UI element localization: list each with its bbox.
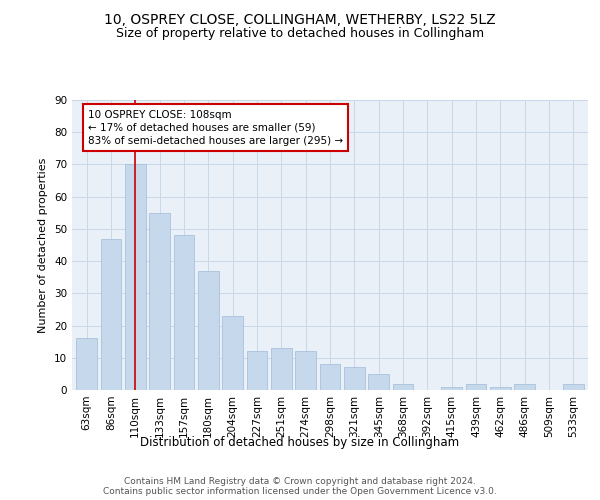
Bar xyxy=(490,387,511,390)
Text: Contains HM Land Registry data © Crown copyright and database right 2024.: Contains HM Land Registry data © Crown c… xyxy=(124,476,476,486)
Bar xyxy=(514,384,535,390)
Bar xyxy=(442,387,462,390)
Bar xyxy=(247,352,268,390)
Y-axis label: Number of detached properties: Number of detached properties xyxy=(38,158,49,332)
Text: 10, OSPREY CLOSE, COLLINGHAM, WETHERBY, LS22 5LZ: 10, OSPREY CLOSE, COLLINGHAM, WETHERBY, … xyxy=(104,12,496,26)
Bar xyxy=(149,213,170,390)
Bar xyxy=(76,338,97,390)
Text: Contains public sector information licensed under the Open Government Licence v3: Contains public sector information licen… xyxy=(103,486,497,496)
Bar xyxy=(222,316,243,390)
Bar xyxy=(101,238,121,390)
Bar xyxy=(466,384,487,390)
Bar xyxy=(320,364,340,390)
Bar xyxy=(392,384,413,390)
Bar xyxy=(271,348,292,390)
Text: 10 OSPREY CLOSE: 108sqm
← 17% of detached houses are smaller (59)
83% of semi-de: 10 OSPREY CLOSE: 108sqm ← 17% of detache… xyxy=(88,110,343,146)
Bar xyxy=(173,236,194,390)
Bar xyxy=(563,384,584,390)
Bar xyxy=(295,352,316,390)
Bar xyxy=(125,164,146,390)
Text: Size of property relative to detached houses in Collingham: Size of property relative to detached ho… xyxy=(116,28,484,40)
Bar xyxy=(344,368,365,390)
Bar xyxy=(368,374,389,390)
Text: Distribution of detached houses by size in Collingham: Distribution of detached houses by size … xyxy=(140,436,460,449)
Bar xyxy=(198,271,218,390)
